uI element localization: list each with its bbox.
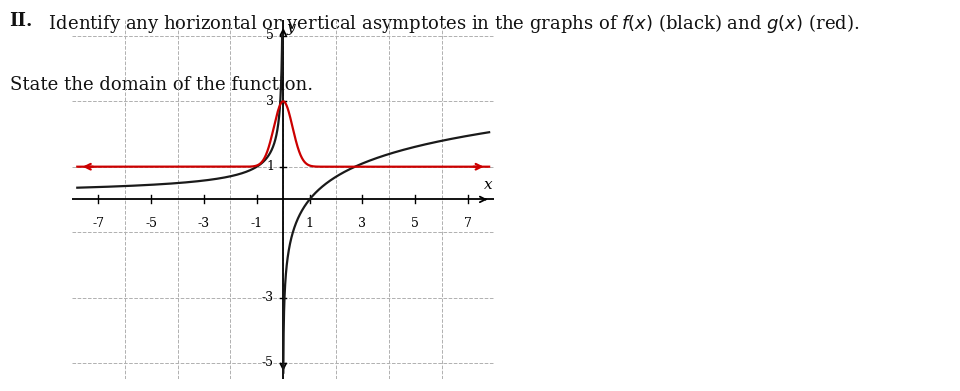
Text: -3: -3 [262, 291, 274, 304]
Text: 1: 1 [266, 160, 274, 173]
Text: State the domain of the function.: State the domain of the function. [10, 76, 313, 94]
Text: 1: 1 [305, 217, 314, 230]
Text: 7: 7 [464, 217, 472, 230]
Text: II.: II. [10, 12, 33, 30]
Text: -3: -3 [198, 217, 210, 230]
Text: Identify any horizontal or vertical asymptotes in the graphs of $f(x)$ (black) a: Identify any horizontal or vertical asym… [43, 12, 859, 35]
Text: -7: -7 [92, 217, 105, 230]
Text: x: x [484, 178, 492, 192]
Text: -5: -5 [262, 357, 274, 369]
Text: 3: 3 [358, 217, 367, 230]
Text: y: y [286, 21, 295, 35]
Text: -5: -5 [145, 217, 157, 230]
Text: 5: 5 [411, 217, 420, 230]
Text: -1: -1 [251, 217, 263, 230]
Text: 3: 3 [266, 95, 274, 108]
Text: 5: 5 [266, 29, 274, 42]
